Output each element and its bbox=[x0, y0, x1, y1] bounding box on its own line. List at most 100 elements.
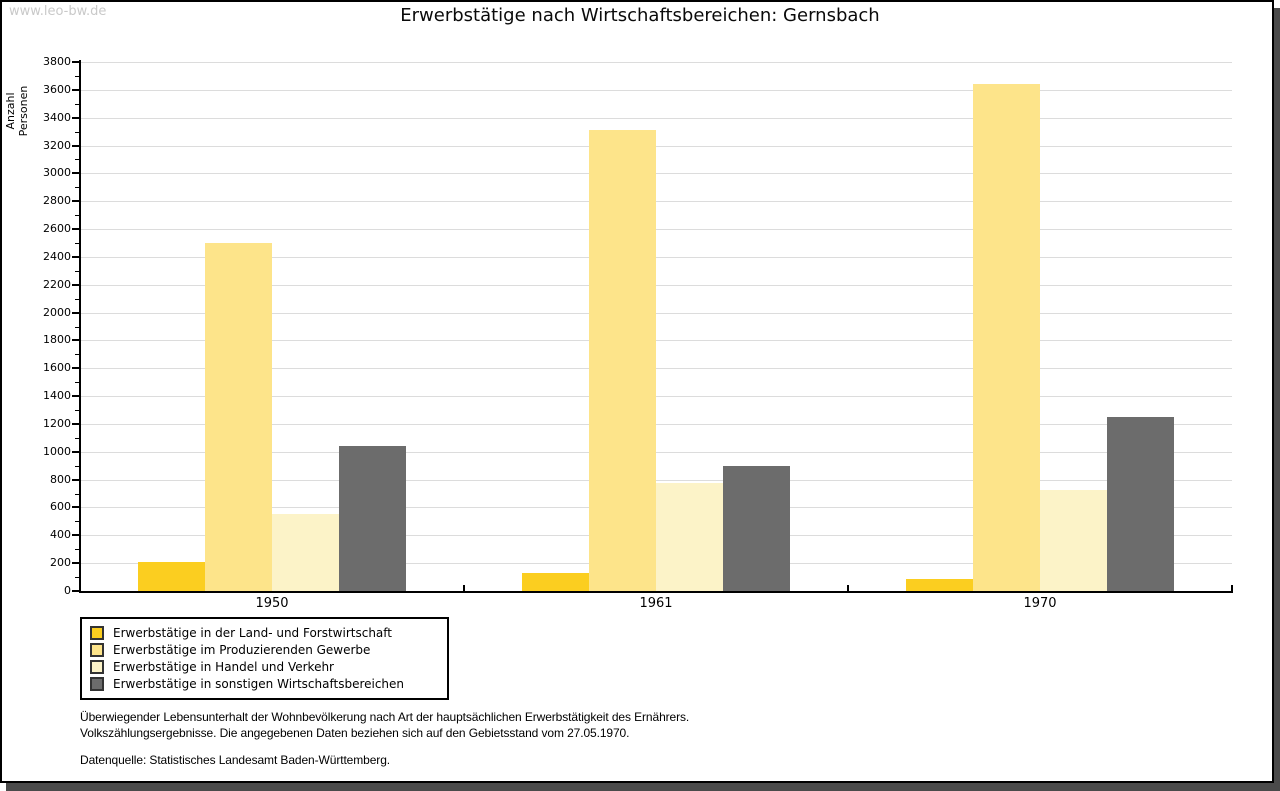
y-major-tick bbox=[72, 423, 80, 425]
bar bbox=[522, 573, 589, 591]
y-major-tick bbox=[72, 228, 80, 230]
legend-swatch bbox=[90, 676, 104, 691]
x-boundary-tick bbox=[1231, 585, 1233, 591]
y-minor-tick bbox=[75, 549, 80, 550]
y-major-tick bbox=[72, 256, 80, 258]
x-category-label: 1950 bbox=[255, 596, 289, 611]
y-tick-label: 2800 bbox=[43, 194, 71, 207]
y-gridline bbox=[81, 146, 1232, 147]
y-tick-label: 3600 bbox=[43, 83, 71, 96]
y-tick-label: 1200 bbox=[43, 417, 71, 430]
y-major-tick bbox=[72, 534, 80, 536]
y-minor-tick bbox=[75, 466, 80, 467]
y-gridline bbox=[81, 396, 1232, 397]
y-major-tick bbox=[72, 89, 80, 91]
x-category-label: 1970 bbox=[1023, 596, 1057, 611]
y-tick-label: 200 bbox=[50, 556, 71, 569]
legend-swatch bbox=[90, 659, 104, 674]
y-minor-tick bbox=[75, 159, 80, 160]
y-minor-tick bbox=[75, 494, 80, 495]
x-boundary-tick bbox=[463, 585, 465, 591]
legend-item: Erwerbstätige in sonstigen Wirtschaftsbe… bbox=[82, 675, 447, 692]
y-tick-label: 800 bbox=[50, 473, 71, 486]
y-gridline bbox=[81, 257, 1232, 258]
y-minor-tick bbox=[75, 438, 80, 439]
y-gridline bbox=[81, 313, 1232, 314]
y-major-tick bbox=[72, 284, 80, 286]
y-tick-label: 0 bbox=[64, 584, 71, 597]
legend-box: Erwerbstätige in der Land- und Forstwirt… bbox=[80, 617, 449, 700]
bar bbox=[656, 483, 723, 591]
y-major-tick bbox=[72, 200, 80, 202]
y-gridline bbox=[81, 229, 1232, 230]
bar bbox=[272, 514, 339, 591]
y-gridline bbox=[81, 118, 1232, 119]
y-minor-tick bbox=[75, 271, 80, 272]
bar bbox=[138, 562, 205, 591]
y-major-tick bbox=[72, 145, 80, 147]
y-tick-label: 600 bbox=[50, 500, 71, 513]
legend-item: Erwerbstätige in der Land- und Forstwirt… bbox=[82, 624, 447, 641]
y-major-tick bbox=[72, 562, 80, 564]
bar bbox=[589, 130, 656, 591]
y-major-tick bbox=[72, 61, 80, 63]
y-tick-label: 3200 bbox=[43, 139, 71, 152]
legend-item: Erwerbstätige im Produzierenden Gewerbe bbox=[82, 641, 447, 658]
y-tick-label: 3400 bbox=[43, 111, 71, 124]
y-tick-label: 2600 bbox=[43, 222, 71, 235]
y-major-tick bbox=[72, 117, 80, 119]
y-major-tick bbox=[72, 339, 80, 341]
y-minor-tick bbox=[75, 410, 80, 411]
y-major-tick bbox=[72, 312, 80, 314]
y-minor-tick bbox=[75, 215, 80, 216]
y-minor-tick bbox=[75, 327, 80, 328]
y-tick-label: 1800 bbox=[43, 333, 71, 346]
y-minor-tick bbox=[75, 299, 80, 300]
y-tick-label: 3000 bbox=[43, 166, 71, 179]
legend-swatch bbox=[90, 642, 104, 657]
y-gridline bbox=[81, 368, 1232, 369]
y-minor-tick bbox=[75, 243, 80, 244]
watermark: www.leo-bw.de bbox=[9, 4, 107, 19]
y-tick-label: 3800 bbox=[43, 55, 71, 68]
y-tick-label: 2200 bbox=[43, 278, 71, 291]
y-gridline bbox=[81, 173, 1232, 174]
y-minor-tick bbox=[75, 187, 80, 188]
y-major-tick bbox=[72, 479, 80, 481]
y-gridline bbox=[81, 340, 1232, 341]
source-note: Datenquelle: Statistisches Landesamt Bad… bbox=[80, 753, 390, 767]
y-gridline bbox=[81, 452, 1232, 453]
x-boundary-tick bbox=[847, 585, 849, 591]
legend-item: Erwerbstätige in Handel und Verkehr bbox=[82, 658, 447, 675]
y-tick-label: 1400 bbox=[43, 389, 71, 402]
y-minor-tick bbox=[75, 577, 80, 578]
legend-label: Erwerbstätige im Produzierenden Gewerbe bbox=[113, 642, 371, 657]
x-category-label: 1961 bbox=[639, 596, 673, 611]
footnote-line-2: Volkszählungsergebnisse. Die angegebenen… bbox=[80, 726, 630, 740]
y-minor-tick bbox=[75, 104, 80, 105]
y-minor-tick bbox=[75, 132, 80, 133]
y-gridline bbox=[81, 285, 1232, 286]
legend-label: Erwerbstätige in der Land- und Forstwirt… bbox=[113, 625, 392, 640]
legend-label: Erwerbstätige in Handel und Verkehr bbox=[113, 659, 334, 674]
y-gridline bbox=[81, 90, 1232, 91]
footnote-line-1: Überwiegender Lebensunterhalt der Wohnbe… bbox=[80, 710, 690, 724]
y-minor-tick bbox=[75, 521, 80, 522]
y-axis-line bbox=[79, 60, 81, 593]
y-major-tick bbox=[72, 506, 80, 508]
bar bbox=[1040, 490, 1107, 591]
y-tick-label: 1600 bbox=[43, 361, 71, 374]
legend-label: Erwerbstätige in sonstigen Wirtschaftsbe… bbox=[113, 676, 405, 691]
y-major-tick bbox=[72, 172, 80, 174]
x-axis-line bbox=[79, 591, 1233, 593]
legend-swatch bbox=[90, 625, 104, 640]
y-major-tick bbox=[72, 451, 80, 453]
y-tick-label: 1000 bbox=[43, 445, 71, 458]
y-tick-label: 2400 bbox=[43, 250, 71, 263]
y-minor-tick bbox=[75, 76, 80, 77]
y-gridline bbox=[81, 62, 1232, 63]
y-minor-tick bbox=[75, 354, 80, 355]
bar bbox=[723, 466, 790, 591]
